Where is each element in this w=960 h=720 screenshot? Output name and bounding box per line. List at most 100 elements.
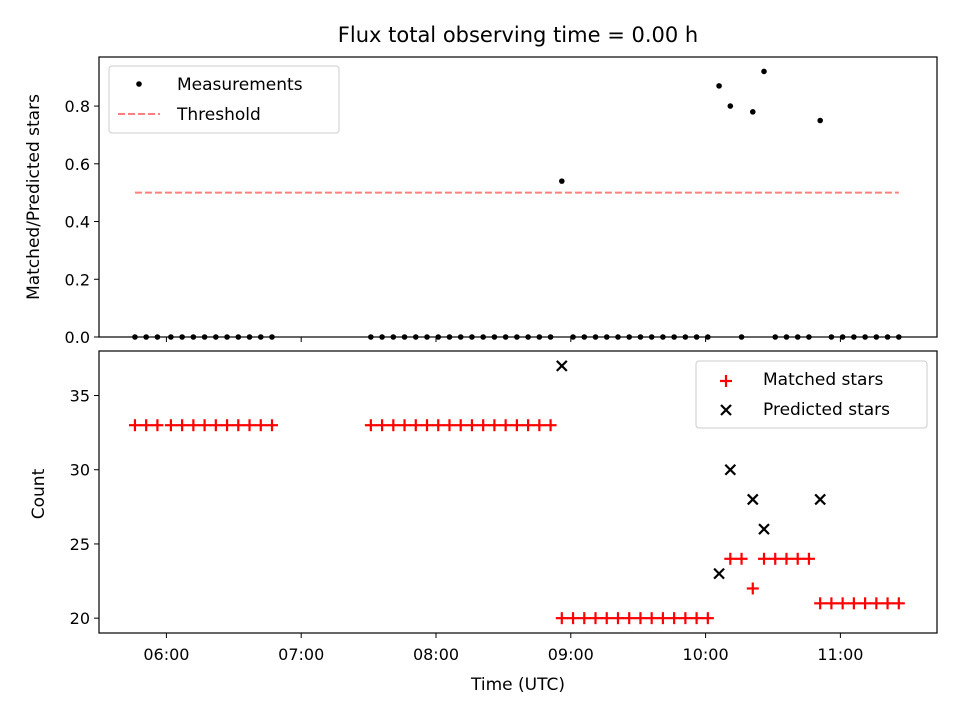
measurement-point xyxy=(190,334,197,340)
matched-stars-point xyxy=(634,612,647,625)
y-tick-label: 0.8 xyxy=(65,97,90,116)
predicted-stars-point xyxy=(746,493,759,506)
x-stroke-b xyxy=(814,493,826,506)
x-stroke-b xyxy=(713,567,725,580)
measurement-point xyxy=(749,109,756,115)
measurement-point xyxy=(884,334,891,340)
matched-stars-point xyxy=(780,552,793,565)
measurement-point xyxy=(705,334,711,340)
measurement-point xyxy=(469,334,475,340)
measurement-point xyxy=(783,334,790,340)
measurement-point xyxy=(525,334,531,340)
measurement-point xyxy=(660,334,666,340)
measurement-point xyxy=(806,334,812,340)
legend-predicted-label: Predicted stars xyxy=(763,400,890,420)
legend-matched-label: Matched stars xyxy=(763,370,883,390)
matched-stars-point xyxy=(187,419,200,432)
x-axis-label: Time (UTC) xyxy=(470,675,565,695)
measurement-point xyxy=(603,334,610,340)
measurement-point xyxy=(424,334,430,340)
matched-stars-point xyxy=(499,419,512,432)
measurement-point xyxy=(648,334,655,340)
matched-stars-point xyxy=(544,419,557,432)
matched-stars-point xyxy=(881,597,894,610)
matched-stars-point xyxy=(555,612,568,625)
y-tick-label: 30 xyxy=(70,461,90,480)
matched-stars-point xyxy=(533,419,546,432)
matched-stars-point xyxy=(623,612,636,625)
measurement-point xyxy=(727,103,734,109)
top-y-axis-label: Matched/Predicted stars xyxy=(24,94,44,300)
matched-stars-point xyxy=(645,612,658,625)
measurement-point xyxy=(682,334,689,340)
predicted-stars-point xyxy=(556,360,568,372)
matched-stars-point xyxy=(836,597,849,610)
matched-stars-point xyxy=(870,597,883,610)
bottom-y-axis-label: Count xyxy=(29,468,49,519)
matched-stars-point xyxy=(656,612,669,625)
matched-stars-point xyxy=(243,419,256,432)
matched-stars-point xyxy=(701,612,714,625)
measurement-point xyxy=(514,334,520,340)
matched-stars-point xyxy=(567,612,580,625)
matched-stars-point xyxy=(578,612,591,625)
matched-stars-point xyxy=(376,419,389,432)
matched-stars-point xyxy=(164,419,177,432)
measurement-point xyxy=(794,334,801,340)
matched-stars-point xyxy=(802,552,815,565)
bottom-x-ticks: 06:00 07:00 08:00 09:00 10:00 11:00 xyxy=(143,633,863,664)
measurement-point xyxy=(873,334,880,340)
y-tick-label: 0.6 xyxy=(65,155,90,174)
measurement-point xyxy=(570,334,576,340)
legend-measurements-label: Measurements xyxy=(177,75,303,95)
bottom-data-marks xyxy=(128,360,905,625)
measurement-point xyxy=(379,334,385,340)
matched-stars-point xyxy=(232,419,245,432)
predicted-stars-point xyxy=(713,567,725,580)
measurement-point xyxy=(772,334,779,340)
matched-stars-point xyxy=(892,597,905,610)
matched-stars-point xyxy=(679,612,692,625)
top-legend-box xyxy=(108,65,340,134)
x-stroke-b xyxy=(758,523,770,535)
measurement-point xyxy=(390,334,397,340)
matched-stars-point xyxy=(690,612,703,625)
chart-title: Flux total observing time = 0.00 h xyxy=(338,23,698,47)
matched-stars-point xyxy=(735,552,748,565)
matched-stars-point xyxy=(522,419,535,432)
legend-matched-marker xyxy=(720,375,732,387)
top-y-ticks: 0.0 0.2 0.4 0.6 0.8 xyxy=(65,97,99,347)
measurement-point xyxy=(581,334,588,340)
measurement-point xyxy=(693,334,700,340)
measurement-point xyxy=(536,334,543,340)
measurement-point xyxy=(839,334,846,340)
x-stroke-b xyxy=(746,493,759,506)
measurement-point xyxy=(626,334,633,340)
matched-stars-point xyxy=(409,419,422,432)
x-tick-label: 11:00 xyxy=(817,645,863,664)
measurement-point xyxy=(761,68,767,75)
y-tick-label: 35 xyxy=(70,387,90,406)
measurement-point xyxy=(246,334,253,340)
x-tick-label: 07:00 xyxy=(278,645,324,664)
matched-stars-point xyxy=(847,597,860,610)
matched-stars-point xyxy=(758,552,771,565)
matched-stars-point xyxy=(769,552,782,565)
x-stroke-b xyxy=(724,463,737,476)
measurement-point xyxy=(615,334,621,340)
bottom-legend-box xyxy=(695,360,928,429)
matched-stars-point xyxy=(814,597,827,610)
matched-stars-point xyxy=(668,612,681,625)
measurement-point xyxy=(592,334,599,340)
y-tick-label: 25 xyxy=(70,535,90,554)
measurement-point xyxy=(817,117,823,124)
matched-stars-point xyxy=(151,419,164,432)
measurement-point xyxy=(269,334,275,340)
measurement-point xyxy=(828,334,835,340)
measurement-point xyxy=(257,334,264,340)
legend-predicted-marker xyxy=(720,404,732,416)
matched-stars-point xyxy=(454,419,467,432)
measurement-point xyxy=(132,334,138,340)
matched-stars-point xyxy=(477,419,490,432)
